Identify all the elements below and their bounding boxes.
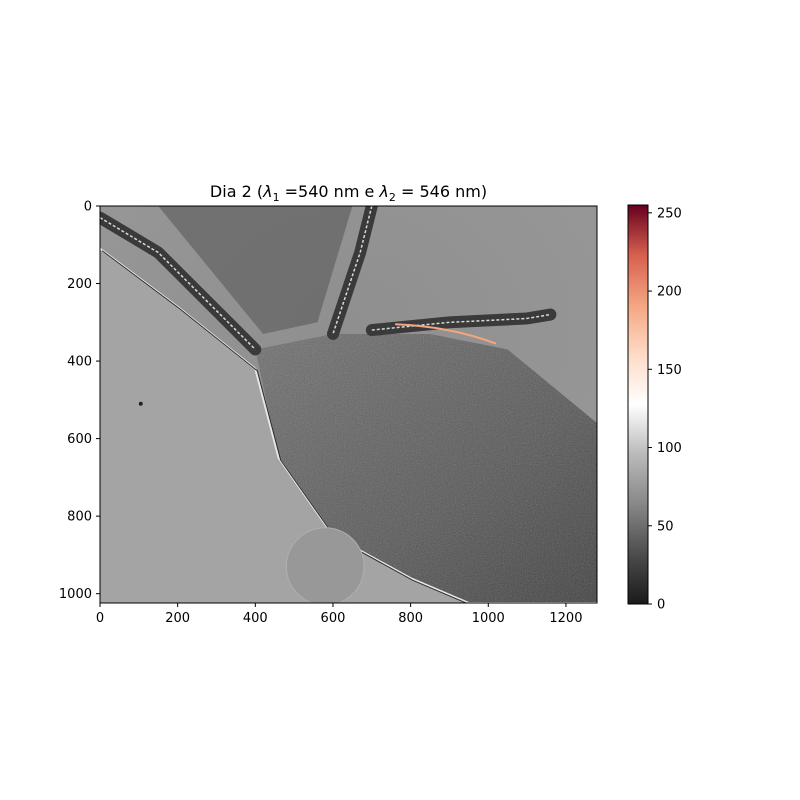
- y-axis: 0 200 400 600 800 1000: [59, 200, 100, 602]
- colorbar: [627, 204, 649, 605]
- lambda2-value: = 546 nm): [396, 182, 487, 201]
- title-prefix: Dia 2 (: [210, 182, 263, 201]
- x-tick-label: 800: [398, 611, 423, 626]
- lambda2-subscript: 2: [389, 191, 396, 204]
- y-tick-label: 800: [67, 510, 92, 525]
- red-highlight: [395, 323, 497, 345]
- colorbar-tick-label: 200: [657, 285, 682, 300]
- chart-title: Dia 2 (λ1 =540 nm e λ2 = 546 nm): [210, 182, 487, 204]
- microscopy-image: [100, 206, 597, 603]
- lambda1-value: =540 nm e: [280, 182, 380, 201]
- upper-appendage-highlight: [100, 216, 256, 350]
- outer-region: [100, 248, 597, 603]
- x-tick-label: 200: [165, 611, 190, 626]
- right-appendage-highlight: [371, 313, 551, 331]
- x-tick-label: 0: [96, 611, 104, 626]
- colorbar-tick-label: 100: [657, 441, 682, 456]
- x-tick-label: 1200: [549, 611, 582, 626]
- x-tick-label: 400: [243, 611, 268, 626]
- circular-region: [285, 527, 365, 603]
- y-tick-label: 0: [84, 200, 92, 215]
- x-tick-label: 600: [321, 611, 346, 626]
- colorbar-tick-label: 150: [657, 363, 682, 378]
- y-tick-label: 200: [67, 277, 92, 292]
- upper-shadow: [158, 206, 353, 334]
- dark-spot: [138, 401, 143, 406]
- image-axes-frame: [99, 205, 598, 604]
- vertical-appendage-highlight: [332, 206, 373, 335]
- lambda2-symbol: λ: [378, 182, 388, 201]
- lambda1-subscript: 1: [273, 191, 280, 204]
- x-axis: 0 200 400 600 800 1000 1200: [96, 603, 582, 626]
- colorbar-tick-label: 250: [657, 206, 682, 221]
- lambda1-symbol: λ: [262, 182, 272, 201]
- colorbar-tick-label: 50: [657, 519, 674, 534]
- colorbar-tick-label: 0: [657, 598, 665, 613]
- y-tick-label: 600: [67, 432, 92, 447]
- x-tick-label: 1000: [472, 611, 505, 626]
- y-tick-label: 1000: [59, 587, 92, 602]
- colorbar-axis: 0 50 100 150 200 250: [648, 206, 682, 613]
- y-tick-label: 400: [67, 355, 92, 370]
